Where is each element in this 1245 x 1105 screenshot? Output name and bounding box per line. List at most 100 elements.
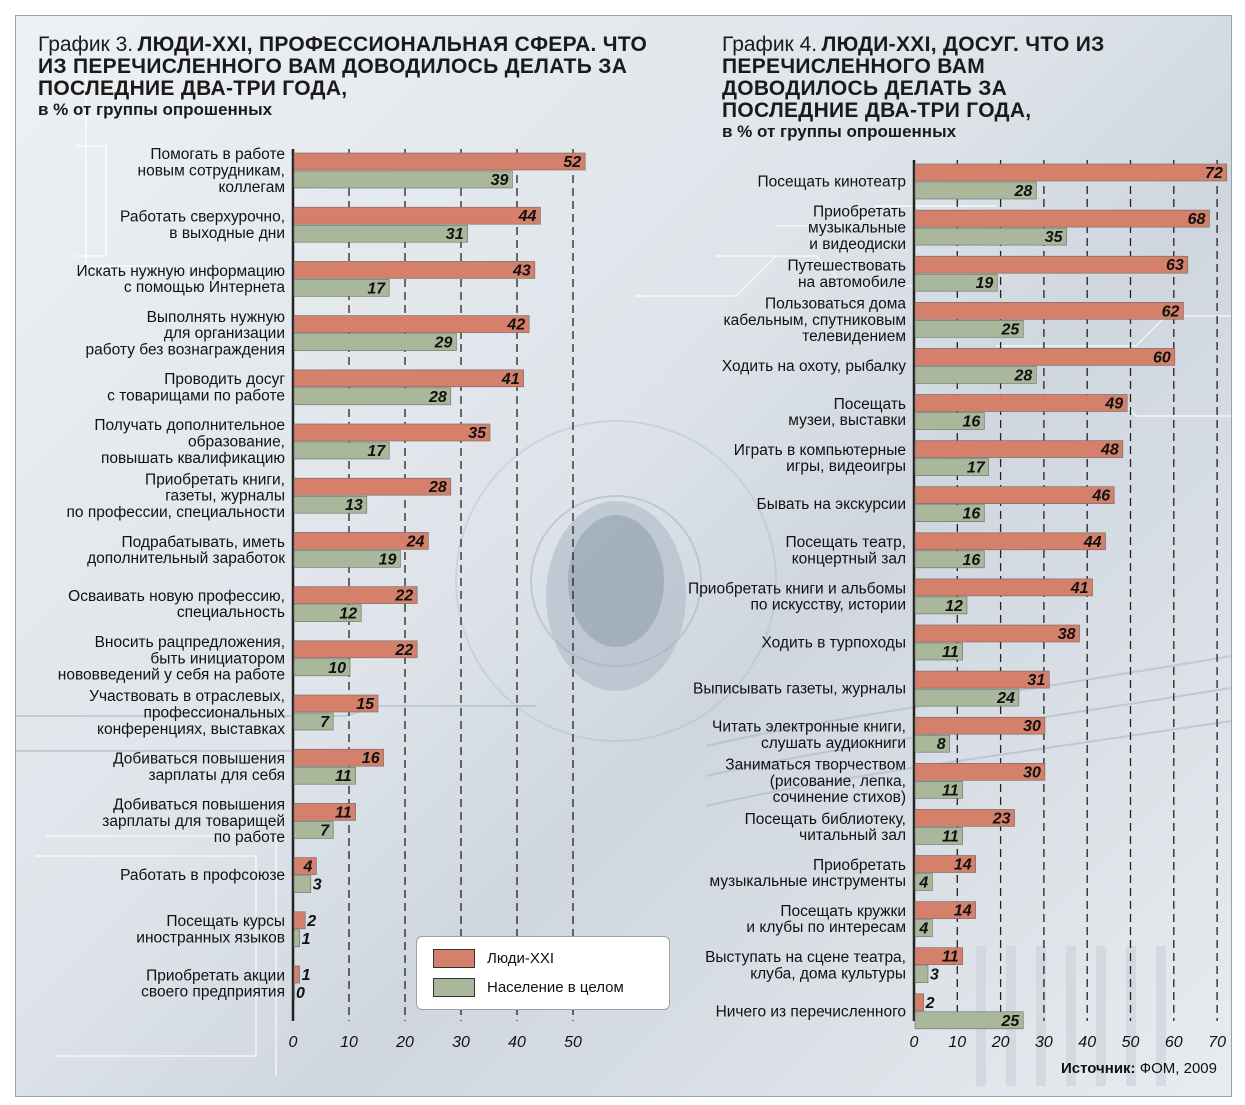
chart4-category-label-line: Приобретать <box>813 203 906 220</box>
chart4-bar-people <box>914 855 976 873</box>
chart4-bar-people <box>914 993 924 1012</box>
chart3-bar-population <box>293 875 312 893</box>
legend-item-population: Население в целом <box>433 978 624 997</box>
chart4-title-lead: График 4. <box>722 33 818 56</box>
chart3-tick-label: 10 <box>340 1034 358 1051</box>
chart3-value-label-people: 52 <box>563 154 581 171</box>
chart4-bar-population <box>914 919 933 937</box>
chart4-category-label-line: Путешествовать <box>787 258 906 275</box>
chart3-category-label: Проводить досуг с товарищами по работе <box>107 371 285 404</box>
chart4-category-label-line: и клубы по интересам <box>746 919 906 936</box>
chart4-category-label: Читать электронные книги, слушать аудиокн… <box>712 719 906 752</box>
chart4-category-label-line: Выписывать газеты, журналы <box>693 681 906 698</box>
chart3-category-label: Работать сверхурочно, в выходные дни <box>120 209 285 242</box>
chart3-title-main: ЛЮДИ-XXI, ПРОФЕССИОНАЛЬНАЯ СФЕРА. ЧТО ИЗ… <box>38 33 648 101</box>
chart3-bar-population <box>293 224 468 243</box>
chart4-category-label: Посещать кинотеатр <box>758 174 906 191</box>
chart4-bar-people <box>914 762 1046 781</box>
chart4-bar-population <box>914 688 1020 707</box>
legend-swatch-people <box>433 949 475 968</box>
chart3-category-label-line: Получать дополнительное <box>94 417 285 434</box>
chart3-bar-people <box>293 803 356 821</box>
chart3-value-label-people: 35 <box>468 425 487 442</box>
chart4-value-label-people: 30 <box>1023 764 1041 781</box>
chart3-bar-population <box>293 550 401 568</box>
chart4-category-label-line: Читать электронные книги, <box>712 719 906 736</box>
chart3-category-label: Добиваться повышения зарплаты для себя <box>113 751 285 784</box>
chart4-value-label-people: 46 <box>1091 488 1110 505</box>
chart4-category-label-line: концертный зал <box>792 550 906 567</box>
chart3-value-label-people: 16 <box>362 750 380 767</box>
chart4-category-label: Приобретать книги и альбомы по искусству,… <box>688 580 906 613</box>
chart3-bar-people <box>293 748 384 767</box>
chart3-bar-people <box>293 586 418 604</box>
chart3-value-label-people: 22 <box>394 642 413 659</box>
chart4-tick-label: 60 <box>1165 1034 1183 1051</box>
chart4-category-label: Пользоваться дома кабельным, спутниковым т… <box>724 296 907 346</box>
chart4-category-label-line: Ходить в турпоходы <box>761 635 906 652</box>
chart4-bar-population <box>914 965 929 984</box>
chart4-category-label: Ходить на охоту, рыбалку <box>722 358 906 375</box>
chart3-category-label-line: быть инициатором <box>150 650 285 667</box>
chart4-category-label-line: Бывать на экскурсии <box>757 496 906 513</box>
chart3-category-label-line: Проводить досуг <box>164 371 285 388</box>
chart4-category-label-line: Играть в компьютерные <box>734 442 906 459</box>
chart4-bar-population <box>914 319 1024 338</box>
chart3-category-label-line: специальность <box>177 604 285 621</box>
chart3-category-label-line: новым сотрудникам, <box>138 163 285 180</box>
chart3-category-label-line: Приобретать акции <box>146 967 285 984</box>
chart4-value-label-people: 49 <box>1104 396 1123 413</box>
chart4-bar-population <box>914 412 985 430</box>
chart4-value-label-people: 38 <box>1058 626 1076 643</box>
chart4-bar-people <box>914 716 1046 735</box>
chart4-value-label-population: 17 <box>967 460 986 477</box>
legend-item-people: Люди-XXI <box>433 949 554 968</box>
chart4-value-label-people: 62 <box>1162 303 1180 320</box>
chart3-category-label: Посещать курсы иностранных языков <box>136 913 285 946</box>
chart3-category-label-line: профессиональных <box>143 705 285 722</box>
chart4-category-label-line: Ходить на охоту, рыбалку <box>722 358 906 375</box>
chart3-category-label: Приобретать акции своего предприятия <box>141 967 285 1000</box>
chart4-value-label-people: 30 <box>1023 718 1041 735</box>
chart3-category-label: Получать дополнительное образование, повыш… <box>94 417 285 467</box>
chart3-value-label-people: 22 <box>394 588 413 605</box>
chart4-category-label-line: музыкальные <box>808 220 906 237</box>
chart3-bar-people <box>293 152 586 171</box>
chart3-category-label-line: Участвовать в отраслевых, <box>89 688 285 705</box>
chart4-category-label-line: и видеодиски <box>809 236 906 253</box>
chart3-value-label-population: 1 <box>302 931 311 948</box>
chart3-category-label-line: иностранных языков <box>136 929 285 946</box>
chart4-value-label-population: 28 <box>1013 183 1032 200</box>
chart3-value-label-people: 28 <box>428 479 447 496</box>
chart4-value-label-population: 8 <box>937 736 946 753</box>
chart3-bar-population <box>293 170 513 189</box>
chart3-value-label-people: 4 <box>302 859 312 876</box>
chart4-value-label-population: 4 <box>918 921 928 938</box>
chart3-category-label-line: работу без вознаграждения <box>86 341 285 358</box>
chart4-category-label-line: Посещать кинотеатр <box>758 174 906 191</box>
chart3-bar-people <box>293 315 530 333</box>
chart3-value-label-population: 7 <box>320 714 330 731</box>
chart3-category-label-line: газеты, журналы <box>165 488 285 505</box>
chart4-category-label: Посещать библиотеку, читальный зал <box>745 811 906 844</box>
chart3-tick-label: 50 <box>564 1034 582 1051</box>
chart3-value-label-population: 31 <box>446 226 464 243</box>
chart4-value-label-population: 16 <box>962 506 980 523</box>
chart3-category-label-line: зарплаты для себя <box>148 767 285 784</box>
chart3-category-label-line: Добиваться повышения <box>113 751 285 768</box>
chart4-tick-label: 50 <box>1122 1034 1140 1051</box>
chart3-value-label-population: 12 <box>339 606 357 623</box>
chart4-bar-population <box>914 596 968 615</box>
chart4-category-label-line: игры, видеоигры <box>786 458 906 475</box>
chart4-category-label-line: Заниматься творчеством <box>725 757 906 774</box>
chart4-bar-population <box>914 504 985 523</box>
chart-legend: Люди-XXI Население в целом <box>416 936 670 1010</box>
chart3-category-label-line: для организации <box>164 325 285 342</box>
chart3-category-label-line: с помощью Интернета <box>124 279 286 296</box>
chart3-value-label-population: 19 <box>379 551 397 568</box>
chart4-value-label-population: 28 <box>1013 367 1032 384</box>
chart3-category-label-line: Помогать в работе <box>150 146 285 163</box>
chart3-bar-population <box>293 604 362 622</box>
chart4-value-label-people: 68 <box>1188 211 1206 228</box>
